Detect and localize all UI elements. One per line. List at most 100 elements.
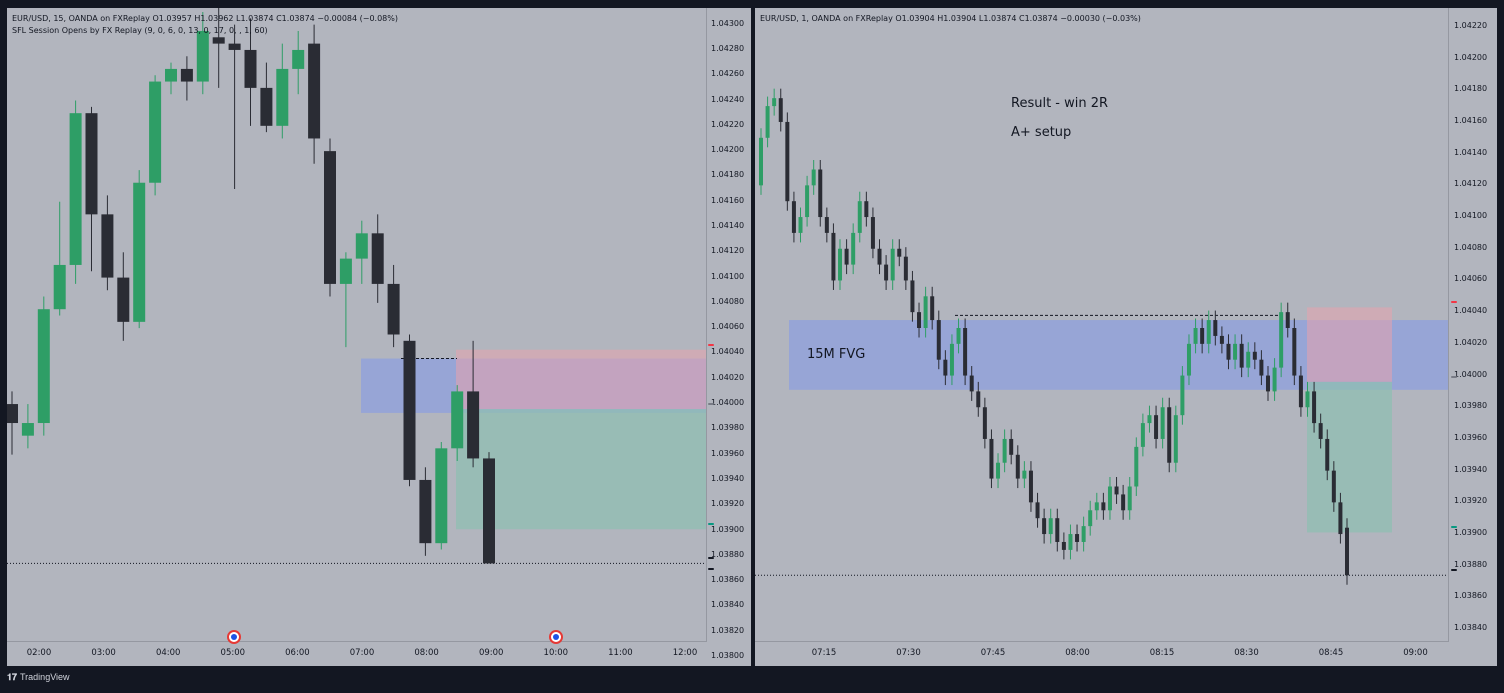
stop-price-tag bbox=[1451, 301, 1457, 304]
candle-body bbox=[1226, 343, 1231, 360]
candle-body bbox=[969, 375, 974, 392]
price-tick: 1.03960 bbox=[711, 448, 745, 458]
candle-body bbox=[1180, 375, 1185, 416]
candle-body bbox=[308, 43, 321, 139]
price-tick: 1.04220 bbox=[1454, 20, 1488, 30]
us-flag-event-icon[interactable] bbox=[549, 630, 563, 644]
candle-body bbox=[101, 214, 114, 278]
candle-body bbox=[1055, 518, 1060, 542]
candle-body bbox=[37, 309, 50, 424]
time-tick: 08:00 bbox=[1065, 648, 1090, 658]
last-price-tag bbox=[708, 557, 714, 560]
price-tick: 1.04020 bbox=[1454, 337, 1488, 347]
time-tick: 08:15 bbox=[1149, 648, 1175, 658]
candle-body bbox=[387, 283, 400, 335]
candle-body bbox=[1081, 526, 1086, 542]
stop-price-tag bbox=[708, 343, 714, 346]
chart-plot-15m[interactable] bbox=[7, 8, 707, 642]
candle-body bbox=[292, 49, 305, 69]
candle-body bbox=[1213, 320, 1218, 336]
time-axis[interactable]: 02:00 03:00 04:00 05:00 06:00 07:00 08:00 09:00… bbox=[7, 641, 707, 666]
candle-body bbox=[930, 296, 935, 321]
footer-brand: TradingView bbox=[20, 672, 70, 682]
candle-body bbox=[1305, 391, 1310, 408]
candle-body bbox=[483, 458, 495, 564]
candle-body bbox=[1028, 470, 1033, 503]
candle-body bbox=[117, 277, 130, 322]
price-axis[interactable]: 1.04220 1.04200 1.04180 1.04160 1.04140 1.041… bbox=[1448, 8, 1497, 666]
candle-body bbox=[149, 81, 162, 183]
price-tick: 1.03900 bbox=[1454, 528, 1488, 538]
candle-body bbox=[1325, 438, 1330, 471]
stop-loss-zone bbox=[456, 349, 707, 410]
stop-loss-zone bbox=[1307, 307, 1392, 382]
candle-body bbox=[1186, 343, 1191, 376]
price-tick: 1.04160 bbox=[711, 195, 745, 205]
candle-body bbox=[1022, 470, 1027, 479]
candle-body bbox=[451, 391, 464, 449]
price-tick: 1.04100 bbox=[1454, 211, 1488, 221]
candle-body bbox=[890, 248, 895, 281]
candle-body bbox=[1167, 407, 1172, 463]
time-tick: 05:00 bbox=[220, 648, 246, 658]
session-event-icon[interactable] bbox=[227, 630, 241, 644]
time-tick: 07:00 bbox=[349, 648, 375, 658]
candle-body bbox=[1252, 351, 1257, 360]
candle-body bbox=[1318, 423, 1323, 439]
price-tick: 1.04140 bbox=[711, 221, 745, 230]
candle-body bbox=[811, 169, 816, 186]
time-tick: 12:00 bbox=[672, 648, 698, 658]
time-axis[interactable]: 07:15 07:30 07:45 08:00 08:15 08:30 08:45 09:00 bbox=[755, 641, 1449, 666]
price-tick: 1.04300 bbox=[711, 18, 745, 28]
time-tick: 09:00 bbox=[478, 648, 504, 658]
price-tick: 1.03960 bbox=[1454, 432, 1488, 442]
price-tick: 1.04180 bbox=[1454, 84, 1488, 94]
candle-body bbox=[1279, 312, 1284, 368]
candle-body bbox=[897, 248, 902, 257]
candle-body bbox=[1259, 359, 1264, 376]
price-tick: 1.04100 bbox=[711, 271, 745, 281]
candle-body bbox=[903, 256, 908, 281]
price-tick: 1.04040 bbox=[711, 347, 745, 357]
price-axis[interactable]: 1.04300 1.04280 1.04260 1.04240 1.04220 1.042… bbox=[706, 8, 751, 666]
candle-body bbox=[1285, 312, 1290, 328]
candle-body bbox=[844, 248, 849, 265]
time-tick: 06:00 bbox=[285, 648, 310, 658]
setup-note: A+ setup bbox=[1011, 125, 1072, 140]
candle-body bbox=[419, 479, 432, 544]
tradingview-logo-icon: 𝟏𝟕 bbox=[7, 672, 18, 682]
price-tick: 1.03980 bbox=[711, 423, 745, 433]
candle-body bbox=[1002, 438, 1007, 463]
candle-body bbox=[838, 248, 843, 281]
candle-body bbox=[1338, 502, 1343, 535]
candle-body bbox=[1292, 328, 1297, 376]
time-tick: 10:00 bbox=[543, 648, 569, 658]
candle-body bbox=[53, 264, 66, 310]
candle-body bbox=[943, 359, 948, 376]
candle-body bbox=[467, 391, 480, 459]
candle-body bbox=[1068, 534, 1073, 550]
candle-body bbox=[910, 280, 915, 313]
candle-body bbox=[1101, 502, 1106, 511]
price-tick: 1.03860 bbox=[1454, 591, 1488, 601]
price-tick: 1.04220 bbox=[711, 119, 745, 129]
time-tick: 07:45 bbox=[980, 648, 1006, 658]
candle-countdown-tag bbox=[708, 568, 714, 571]
time-tick: 04:00 bbox=[155, 648, 181, 658]
chart-pane-15m[interactable]: EUR/USD, 15, OANDA on FXReplay O1.03957 … bbox=[7, 8, 751, 666]
chart-pane-1m[interactable]: EUR/USD, 1, OANDA on FXReplay O1.03904 H… bbox=[755, 8, 1497, 666]
candle-body bbox=[923, 296, 928, 328]
time-tick: 09:00 bbox=[1403, 648, 1428, 658]
candle-body bbox=[355, 233, 368, 259]
chart-plot-1m[interactable] bbox=[755, 8, 1449, 642]
price-tick: 1.04060 bbox=[711, 322, 745, 332]
price-tick: 1.03840 bbox=[711, 600, 745, 610]
time-tick: 11:00 bbox=[608, 648, 633, 658]
candle-body bbox=[1134, 446, 1139, 487]
candle-body bbox=[244, 49, 257, 88]
candle-body bbox=[212, 37, 225, 44]
price-tick: 1.03860 bbox=[711, 575, 745, 585]
candle-body bbox=[1114, 486, 1119, 495]
candle-body bbox=[936, 320, 941, 360]
candle-body bbox=[276, 68, 289, 126]
